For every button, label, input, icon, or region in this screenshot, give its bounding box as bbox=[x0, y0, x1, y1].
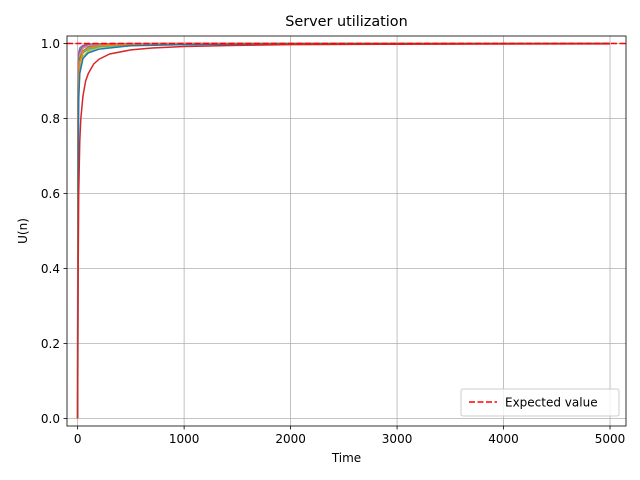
x-tick-label: 4000 bbox=[488, 432, 519, 446]
grid bbox=[67, 36, 626, 426]
series-line bbox=[76, 43, 611, 419]
ticks: 0 1000 2000 3000 4000 5000 0.0 0.2 0.4 0.6 0.8 1.0 bbox=[41, 37, 625, 446]
y-tick-label: 0.4 bbox=[41, 262, 60, 276]
y-tick-label: 1.0 bbox=[41, 37, 60, 51]
y-tick-label: 0.2 bbox=[41, 337, 60, 351]
y-tick-label: 0.8 bbox=[41, 112, 60, 126]
chart-title: Server utilization bbox=[285, 14, 407, 30]
x-tick-label: 3000 bbox=[382, 432, 413, 446]
series-lines bbox=[76, 42, 611, 419]
y-tick-label: 0.0 bbox=[41, 412, 60, 426]
x-axis-label: Time bbox=[331, 451, 361, 465]
legend: Expected value bbox=[460, 388, 620, 417]
legend-label: Expected value bbox=[505, 396, 598, 410]
y-tick-label: 0.6 bbox=[41, 187, 60, 201]
x-tick-label: 2000 bbox=[275, 432, 306, 446]
plot-frame bbox=[66, 35, 627, 427]
x-tick-label: 1000 bbox=[169, 432, 200, 446]
y-axis-label: U(n) bbox=[16, 218, 30, 244]
plot-area bbox=[67, 36, 626, 426]
legend-box bbox=[460, 388, 620, 417]
x-tick-label: 5000 bbox=[595, 432, 626, 446]
x-tick-label: 0 bbox=[74, 432, 82, 446]
